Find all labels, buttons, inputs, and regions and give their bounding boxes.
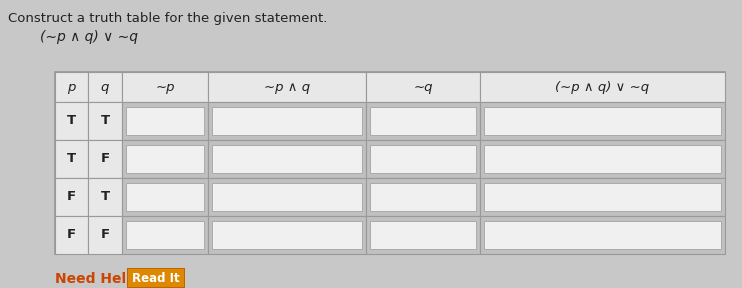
- Bar: [212, 183, 362, 211]
- Bar: [55, 178, 88, 216]
- Bar: [88, 216, 122, 254]
- Bar: [484, 107, 721, 135]
- Bar: [370, 221, 476, 249]
- Text: F: F: [67, 190, 76, 204]
- Bar: [126, 183, 204, 211]
- Text: Read It: Read It: [132, 272, 180, 285]
- Bar: [484, 145, 721, 173]
- Bar: [480, 140, 725, 178]
- Bar: [55, 102, 88, 140]
- Text: p: p: [68, 81, 76, 94]
- Bar: [484, 221, 721, 249]
- Bar: [212, 221, 362, 249]
- Text: ∼q: ∼q: [413, 81, 433, 94]
- Bar: [480, 178, 725, 216]
- Text: T: T: [67, 115, 76, 128]
- Bar: [55, 72, 88, 102]
- Bar: [122, 216, 208, 254]
- Bar: [126, 221, 204, 249]
- Bar: [480, 102, 725, 140]
- Bar: [212, 145, 362, 173]
- Bar: [88, 178, 122, 216]
- Bar: [128, 269, 184, 287]
- Bar: [366, 216, 480, 254]
- Text: ∼p: ∼p: [155, 81, 175, 94]
- Bar: [55, 72, 725, 254]
- Text: ∼p ∧ q: ∼p ∧ q: [264, 81, 310, 94]
- Bar: [370, 145, 476, 173]
- Bar: [88, 102, 122, 140]
- Bar: [208, 72, 366, 102]
- Bar: [122, 72, 208, 102]
- Text: Construct a truth table for the given statement.: Construct a truth table for the given st…: [8, 12, 327, 25]
- Bar: [55, 140, 88, 178]
- Text: T: T: [67, 153, 76, 166]
- Bar: [126, 107, 204, 135]
- Text: q: q: [101, 81, 109, 94]
- Bar: [208, 178, 366, 216]
- Bar: [127, 268, 185, 288]
- Bar: [208, 140, 366, 178]
- Text: T: T: [100, 190, 110, 204]
- Bar: [88, 72, 122, 102]
- Bar: [480, 216, 725, 254]
- Bar: [122, 140, 208, 178]
- Bar: [122, 102, 208, 140]
- Text: Need Help?: Need Help?: [55, 272, 144, 286]
- Bar: [480, 72, 725, 102]
- Bar: [208, 102, 366, 140]
- Bar: [122, 178, 208, 216]
- Bar: [88, 140, 122, 178]
- Text: F: F: [67, 228, 76, 242]
- Bar: [366, 178, 480, 216]
- Bar: [370, 107, 476, 135]
- Bar: [55, 216, 88, 254]
- Text: F: F: [100, 228, 110, 242]
- Bar: [366, 140, 480, 178]
- Text: (∼p ∧ q) ∨ ∼q: (∼p ∧ q) ∨ ∼q: [556, 81, 649, 94]
- Bar: [366, 72, 480, 102]
- Bar: [126, 145, 204, 173]
- Text: F: F: [100, 153, 110, 166]
- Text: (∼p ∧ q) ∨ ∼q: (∼p ∧ q) ∨ ∼q: [40, 30, 138, 44]
- Bar: [370, 183, 476, 211]
- Bar: [212, 107, 362, 135]
- Bar: [484, 183, 721, 211]
- Text: T: T: [100, 115, 110, 128]
- Bar: [208, 216, 366, 254]
- Bar: [366, 102, 480, 140]
